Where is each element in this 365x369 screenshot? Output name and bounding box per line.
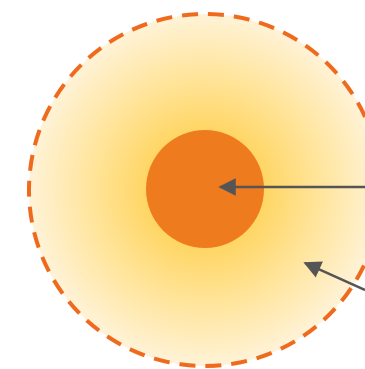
inner-core xyxy=(146,130,264,248)
halo-pointer-arrow xyxy=(303,261,365,292)
